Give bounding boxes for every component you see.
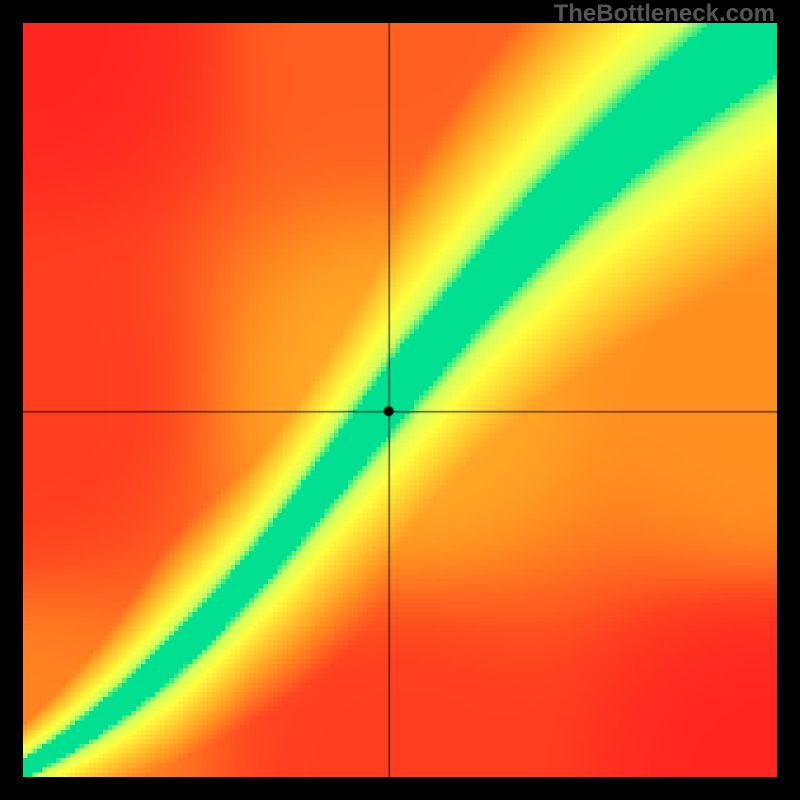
crosshair-overlay	[23, 23, 777, 777]
watermark-text: TheBottleneck.com	[554, 0, 775, 28]
chart-container: TheBottleneck.com	[0, 0, 800, 800]
